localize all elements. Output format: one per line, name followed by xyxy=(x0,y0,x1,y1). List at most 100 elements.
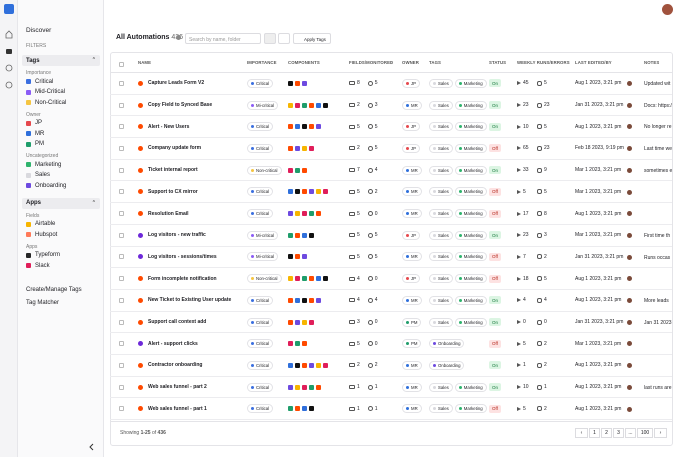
page-button[interactable]: 1 xyxy=(589,428,600,438)
table-row[interactable]: Company update form Critical 2 5 JP Sales Mark… xyxy=(110,138,672,160)
row-checkbox[interactable] xyxy=(119,384,124,390)
row-checkbox[interactable] xyxy=(119,297,124,303)
prev-page[interactable]: ‹ xyxy=(575,428,588,438)
column-header[interactable]: TAGS xyxy=(429,60,442,65)
status-badge[interactable]: On xyxy=(489,296,502,305)
status-badge[interactable]: Off xyxy=(489,144,501,153)
discover-link[interactable]: Discover xyxy=(26,27,52,34)
automation-name[interactable]: Log visitors - sessions/times xyxy=(148,253,217,260)
automation-name[interactable]: Resolution Email xyxy=(148,210,189,217)
apply-tags-button[interactable]: Apply Tags xyxy=(293,33,331,44)
status-badge[interactable]: On xyxy=(489,383,502,392)
automation-name[interactable]: Support to CX mirror xyxy=(148,188,198,195)
row-checkbox[interactable] xyxy=(119,167,124,173)
grid-view-toggle[interactable] xyxy=(278,33,290,44)
row-checkbox[interactable] xyxy=(119,80,124,86)
automation-name[interactable]: Capture Leads Form V2 xyxy=(148,80,205,87)
filter-item[interactable]: Airtable xyxy=(26,220,55,229)
table-row[interactable]: Ticket internal report Non-critical 7 4 MR Sa… xyxy=(110,160,672,182)
row-checkbox[interactable] xyxy=(119,102,124,108)
row-checkbox[interactable] xyxy=(119,406,124,412)
status-badge[interactable]: On xyxy=(489,166,502,175)
filter-item[interactable]: PM xyxy=(26,140,44,149)
status-badge[interactable]: Off xyxy=(489,404,501,413)
table-row[interactable]: Log visitors - sessions/times Mi-critical… xyxy=(110,247,672,269)
row-checkbox[interactable] xyxy=(119,211,124,217)
row-checkbox[interactable] xyxy=(119,232,124,238)
filter-item[interactable]: Non-Critical xyxy=(26,98,66,107)
automation-name[interactable]: Alert - New Users xyxy=(148,123,190,130)
filter-item[interactable]: MR xyxy=(26,129,44,138)
row-checkbox[interactable] xyxy=(119,276,124,282)
next-page[interactable]: › xyxy=(654,428,667,438)
status-badge[interactable]: On xyxy=(489,122,502,131)
automation-name[interactable]: Web sales funnel - part 1 xyxy=(148,405,207,412)
row-checkbox[interactable] xyxy=(119,319,124,325)
row-checkbox[interactable] xyxy=(119,124,124,130)
table-row[interactable]: New Ticket to Existing User update Critic… xyxy=(110,290,672,312)
column-header[interactable]: STATUS xyxy=(489,60,507,65)
logo[interactable] xyxy=(4,4,14,14)
collapse-icon[interactable] xyxy=(88,443,96,451)
automation-name[interactable]: Web sales funnel - part 2 xyxy=(148,384,207,391)
filter-item[interactable]: JP xyxy=(26,119,42,128)
select-all-checkbox[interactable] xyxy=(119,62,124,67)
table-row[interactable]: Contractor onboarding Critical 2 2 MR Onboard… xyxy=(110,355,672,377)
automation-name[interactable]: Support call context add xyxy=(148,319,207,326)
column-header[interactable]: LAST EDITED/BY xyxy=(575,60,612,65)
table-row[interactable]: Web sales funnel - part 1 Critical 1 1 MR Sal… xyxy=(110,399,672,421)
status-badge[interactable]: On xyxy=(489,79,502,88)
table-row[interactable]: Form incomplete notification Non-critical… xyxy=(110,268,672,290)
table-row[interactable]: Alert - support clicks Critical 5 0 PM Onboar… xyxy=(110,333,672,356)
row-checkbox[interactable] xyxy=(119,254,124,260)
column-header[interactable]: NOTES xyxy=(644,60,660,65)
automation-name[interactable]: Ticket internal report xyxy=(148,167,198,174)
status-badge[interactable]: On xyxy=(489,231,502,240)
filter-item[interactable]: Critical xyxy=(26,77,53,86)
column-header[interactable]: FIELDS/MONITORED xyxy=(349,60,394,65)
automation-name[interactable]: Company update form xyxy=(148,145,202,152)
automation-name[interactable]: New Ticket to Existing User update xyxy=(148,297,232,304)
status-badge[interactable]: On xyxy=(489,318,502,327)
automation-name[interactable]: Copy Field to Synced Base xyxy=(148,102,213,109)
list-view-toggle[interactable] xyxy=(264,33,276,44)
status-badge[interactable]: Off xyxy=(489,274,501,283)
sidebar-link[interactable]: Tag Matcher xyxy=(26,299,60,306)
status-badge[interactable]: Off xyxy=(489,209,501,218)
page-button[interactable]: ... xyxy=(625,428,636,438)
column-header[interactable]: WEEKLY RUNS/ERRORS xyxy=(517,60,570,65)
automation-name[interactable]: Contractor onboarding xyxy=(148,362,203,369)
section-header[interactable]: Apps ⌃ xyxy=(22,197,100,209)
search-input[interactable]: Search by name, folder xyxy=(185,33,261,44)
column-header[interactable]: COMPONENTS xyxy=(288,60,320,65)
filter-item[interactable]: Sales xyxy=(26,171,50,180)
row-checkbox[interactable] xyxy=(119,362,124,368)
status-badge[interactable]: Off xyxy=(489,187,501,196)
automation-name[interactable]: Log visitors - new traffic xyxy=(148,232,206,239)
automation-name[interactable]: Form incomplete notification xyxy=(148,275,217,282)
table-row[interactable]: Support call context add Critical 3 0 PM Sale… xyxy=(110,312,672,334)
filter-item[interactable]: Mid-Critical xyxy=(26,88,65,97)
status-badge[interactable]: On xyxy=(489,361,502,370)
status-badge[interactable]: Off xyxy=(489,252,501,261)
filter-item[interactable]: Marketing xyxy=(26,160,61,169)
row-checkbox[interactable] xyxy=(119,189,124,195)
automation-name[interactable]: Alert - support clicks xyxy=(148,340,198,347)
page-button[interactable]: 100 xyxy=(637,428,653,438)
filter-item[interactable]: Hubspot xyxy=(26,230,57,239)
column-header[interactable]: IMPORTANCE xyxy=(247,60,277,65)
column-header[interactable]: OWNER xyxy=(402,60,419,65)
row-checkbox[interactable] xyxy=(119,145,124,151)
page-button[interactable]: 3 xyxy=(613,428,624,438)
row-checkbox[interactable] xyxy=(119,341,124,347)
page-button[interactable]: 2 xyxy=(601,428,612,438)
table-row[interactable]: Copy Field to Synced Base Mi-critical 2 3 MR… xyxy=(110,95,672,117)
table-row[interactable]: Support to CX mirror Critical 5 2 MR Sales Mar… xyxy=(110,182,672,204)
filter-item[interactable]: Onboarding xyxy=(26,181,66,190)
sidebar-link[interactable]: Create/Manage Tags xyxy=(26,286,82,293)
column-header[interactable]: NAME xyxy=(138,60,152,65)
table-row[interactable]: Log visitors - new traffic Mi-critical 5 5 J… xyxy=(110,225,672,247)
table-row[interactable]: Alert - New Users Critical 5 5 JP Sales Market… xyxy=(110,116,672,139)
status-badge[interactable]: On xyxy=(489,101,502,110)
filter-item[interactable]: Slack xyxy=(26,261,50,270)
